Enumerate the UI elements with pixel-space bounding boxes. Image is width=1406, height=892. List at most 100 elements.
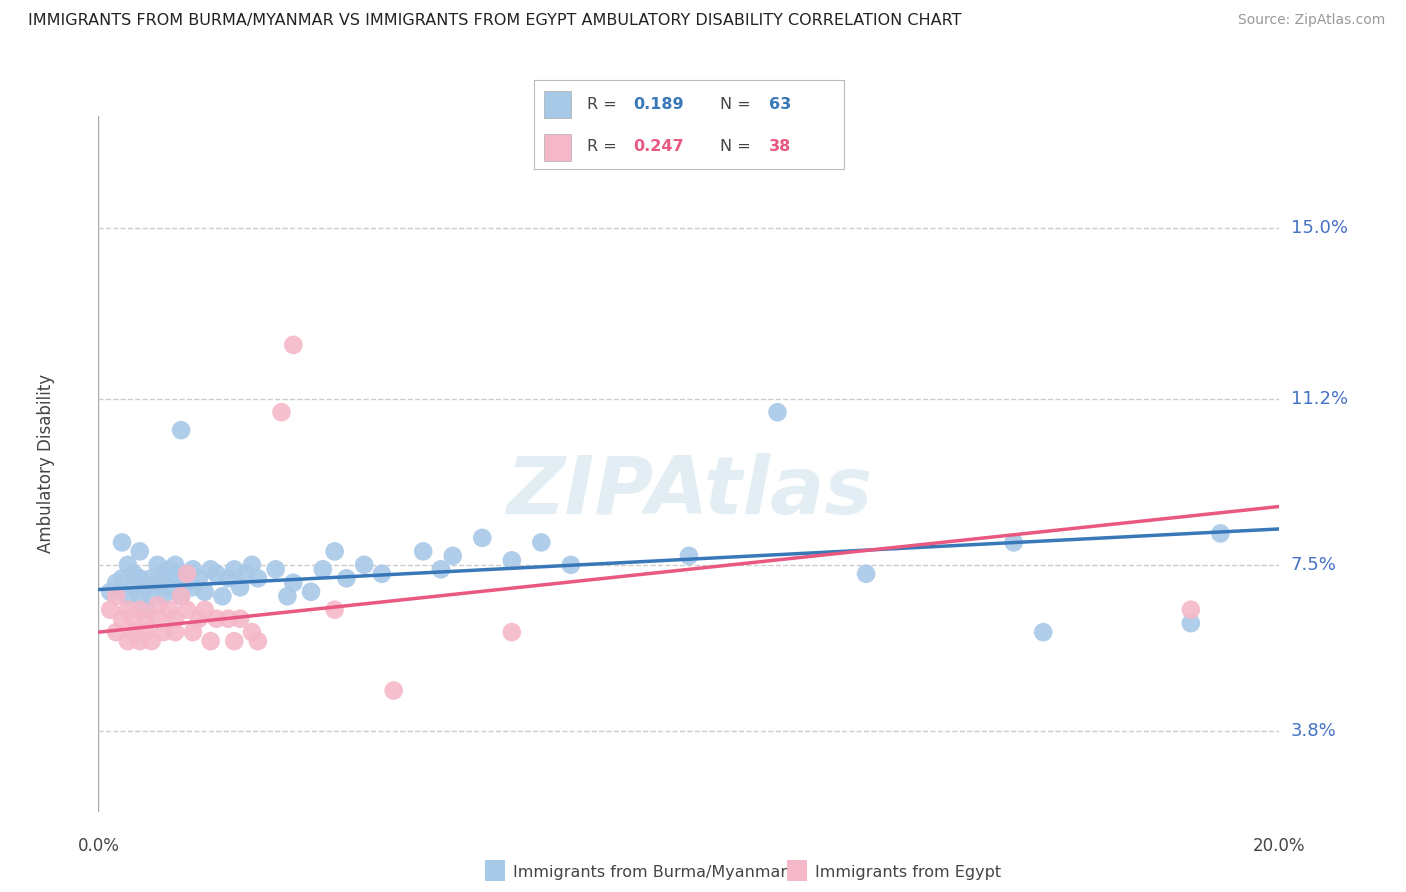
- Point: [128, 544, 150, 558]
- Point: [128, 571, 150, 585]
- Point: [412, 544, 434, 558]
- Point: [217, 571, 239, 585]
- Point: [240, 625, 263, 640]
- Point: [200, 562, 222, 576]
- Point: [194, 603, 217, 617]
- Text: Immigrants from Burma/Myanmar: Immigrants from Burma/Myanmar: [513, 865, 787, 880]
- Point: [117, 558, 139, 572]
- Point: [122, 625, 145, 640]
- Point: [1209, 526, 1232, 541]
- Point: [157, 580, 180, 594]
- Point: [240, 558, 263, 572]
- Point: [111, 612, 134, 626]
- Point: [335, 571, 357, 585]
- Point: [276, 589, 298, 603]
- Point: [170, 423, 193, 437]
- Point: [165, 625, 187, 640]
- Point: [200, 634, 222, 648]
- Point: [98, 584, 121, 599]
- Point: [105, 589, 128, 603]
- Point: [146, 599, 169, 613]
- Point: [152, 625, 174, 640]
- Point: [229, 580, 252, 594]
- Point: [530, 535, 553, 549]
- Text: 7.5%: 7.5%: [1291, 556, 1337, 574]
- Point: [194, 584, 217, 599]
- Point: [170, 589, 193, 603]
- Point: [187, 571, 209, 585]
- Point: [165, 571, 187, 585]
- Point: [246, 634, 269, 648]
- Point: [146, 575, 169, 590]
- Point: [98, 603, 121, 617]
- Text: IMMIGRANTS FROM BURMA/MYANMAR VS IMMIGRANTS FROM EGYPT AMBULATORY DISABILITY COR: IMMIGRANTS FROM BURMA/MYANMAR VS IMMIGRA…: [28, 13, 962, 29]
- Point: [299, 584, 322, 599]
- Text: 3.8%: 3.8%: [1291, 722, 1336, 740]
- Point: [678, 549, 700, 563]
- Point: [157, 603, 180, 617]
- Point: [146, 558, 169, 572]
- Point: [323, 603, 346, 617]
- Point: [176, 566, 198, 581]
- Point: [205, 566, 228, 581]
- Point: [235, 566, 257, 581]
- FancyBboxPatch shape: [544, 134, 571, 161]
- Text: 0.247: 0.247: [633, 139, 683, 153]
- Point: [111, 535, 134, 549]
- Point: [1032, 625, 1054, 640]
- Text: 15.0%: 15.0%: [1291, 219, 1347, 237]
- Point: [181, 580, 204, 594]
- Text: R =: R =: [586, 139, 621, 153]
- Point: [105, 575, 128, 590]
- Point: [205, 612, 228, 626]
- Point: [264, 562, 287, 576]
- Point: [157, 562, 180, 576]
- Point: [128, 603, 150, 617]
- Point: [135, 580, 157, 594]
- Point: [181, 625, 204, 640]
- Text: 63: 63: [769, 97, 792, 112]
- Point: [117, 589, 139, 603]
- Point: [187, 612, 209, 626]
- Point: [224, 634, 246, 648]
- Text: N =: N =: [720, 97, 756, 112]
- Point: [128, 634, 150, 648]
- Point: [471, 531, 494, 545]
- Text: Source: ZipAtlas.com: Source: ZipAtlas.com: [1237, 13, 1385, 28]
- Text: Immigrants from Egypt: Immigrants from Egypt: [815, 865, 1001, 880]
- Point: [270, 405, 292, 419]
- Point: [135, 603, 157, 617]
- Point: [211, 589, 233, 603]
- Text: 38: 38: [769, 139, 792, 153]
- Point: [382, 683, 405, 698]
- Point: [170, 566, 193, 581]
- Point: [283, 338, 305, 352]
- Point: [560, 558, 582, 572]
- Point: [146, 612, 169, 626]
- Text: Ambulatory Disability: Ambulatory Disability: [37, 375, 55, 553]
- Point: [170, 589, 193, 603]
- Point: [246, 571, 269, 585]
- Point: [141, 634, 163, 648]
- Point: [105, 625, 128, 640]
- Point: [141, 589, 163, 603]
- Text: 20.0%: 20.0%: [1253, 837, 1306, 855]
- Point: [181, 562, 204, 576]
- Point: [117, 603, 139, 617]
- Text: R =: R =: [586, 97, 621, 112]
- Point: [122, 580, 145, 594]
- Point: [135, 625, 157, 640]
- Point: [141, 571, 163, 585]
- Point: [323, 544, 346, 558]
- Point: [501, 553, 523, 567]
- Point: [312, 562, 335, 576]
- Text: 11.2%: 11.2%: [1291, 390, 1348, 408]
- Point: [1002, 535, 1025, 549]
- Point: [128, 589, 150, 603]
- Point: [353, 558, 375, 572]
- Point: [371, 566, 394, 581]
- Point: [224, 562, 246, 576]
- Point: [152, 566, 174, 581]
- Point: [165, 612, 187, 626]
- Point: [217, 612, 239, 626]
